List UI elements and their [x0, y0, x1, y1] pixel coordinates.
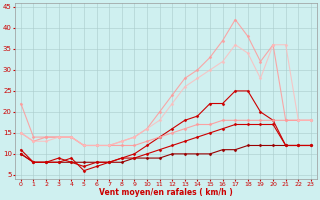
X-axis label: Vent moyen/en rafales ( km/h ): Vent moyen/en rafales ( km/h ) — [99, 188, 233, 197]
